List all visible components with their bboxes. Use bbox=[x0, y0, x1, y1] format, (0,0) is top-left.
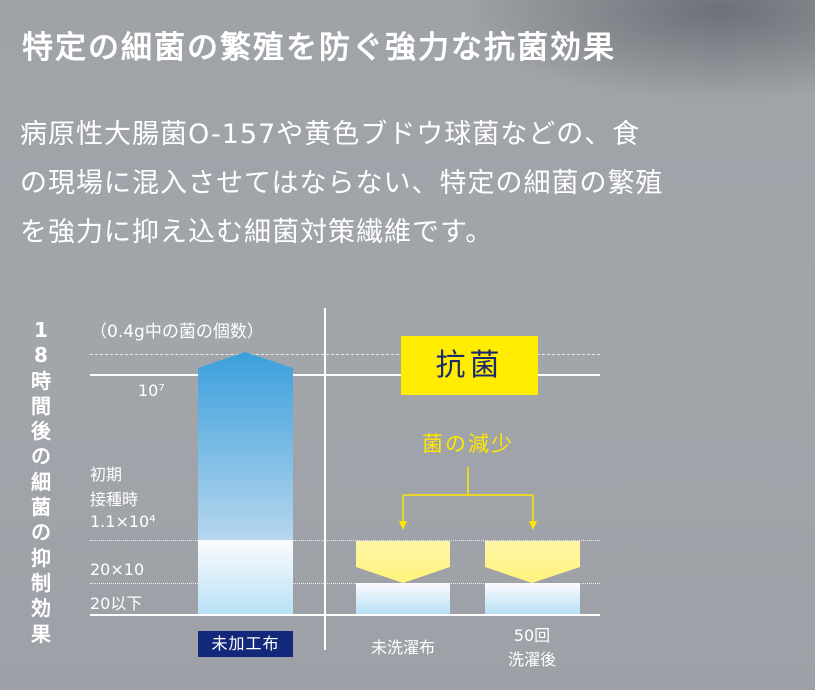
reduction-connector bbox=[402, 467, 534, 522]
body-text-line: を強力に抑え込む細菌対策繊維です。 bbox=[20, 217, 494, 248]
unit-note: （0.4g中の菌の個数） bbox=[90, 322, 264, 342]
category-label-untreated: 未加工布 bbox=[198, 631, 293, 657]
arrowhead-icon bbox=[529, 521, 537, 530]
antibacterial-badge: 抗菌 bbox=[401, 336, 538, 395]
category-label-washed-line2: 洗濯後 bbox=[507, 650, 556, 669]
category-label-unwashed: 未洗濯布 bbox=[370, 638, 435, 657]
chart-title-vertical: 18時間後の細菌の抑制効果 bbox=[31, 318, 51, 646]
bar-washed-50 bbox=[485, 583, 580, 614]
bar-unwashed bbox=[356, 583, 450, 614]
arrowhead-icon bbox=[399, 521, 407, 530]
reduction-label: 菌の減少 bbox=[422, 432, 514, 456]
tick-label-10e7: 10⁷ bbox=[138, 381, 165, 400]
reduction-arrow-unwashed bbox=[356, 541, 450, 583]
body-text-line: の現場に混入させてはならない、特定の細菌の繁殖 bbox=[20, 168, 664, 199]
tick-line-initial bbox=[90, 540, 600, 541]
tick-line-20 bbox=[90, 583, 600, 584]
tick-label-20x10: 20×10 bbox=[90, 560, 145, 579]
body-text-line: 病原性大腸菌O-157や黄色ブドウ球菌などの、食 bbox=[20, 119, 641, 150]
tick-label-initial: 1.1×10⁴ bbox=[90, 512, 156, 531]
x-axis-baseline bbox=[90, 614, 600, 616]
initial-label-2: 接種時 bbox=[90, 490, 139, 509]
page-title: 特定の細菌の繁殖を防ぐ強力な抗菌効果 bbox=[22, 30, 616, 66]
tick-label-20: 20以下 bbox=[90, 594, 143, 613]
bar-untreated-upper bbox=[198, 352, 293, 540]
tick-text: 10⁷ bbox=[138, 381, 165, 400]
max-dashed-line bbox=[90, 354, 600, 355]
section-divider bbox=[324, 308, 326, 650]
bar-untreated-lower bbox=[198, 540, 293, 614]
reduction-arrow-washed bbox=[485, 541, 580, 583]
initial-label-1: 初期 bbox=[90, 465, 123, 484]
category-label-washed-line1: 50回 bbox=[513, 626, 551, 645]
tick-line-10e7 bbox=[90, 374, 600, 376]
